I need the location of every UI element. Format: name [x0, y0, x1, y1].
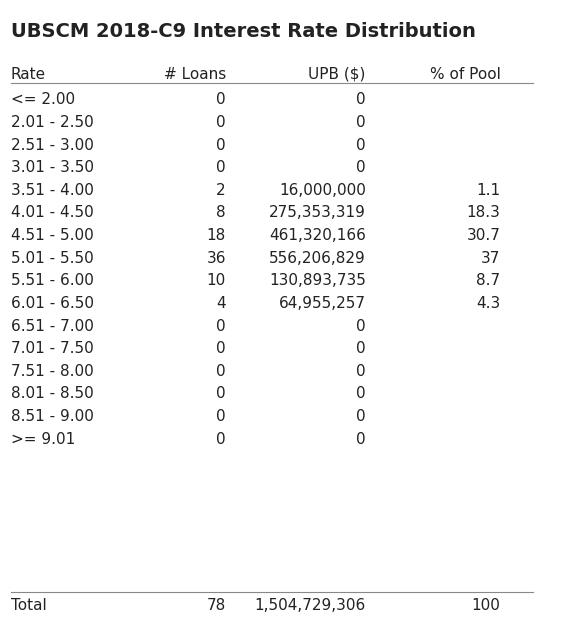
- Text: 0: 0: [356, 386, 366, 401]
- Text: 2.01 - 2.50: 2.01 - 2.50: [11, 115, 93, 130]
- Text: 0: 0: [217, 386, 226, 401]
- Text: 4: 4: [217, 296, 226, 311]
- Text: 5.01 - 5.50: 5.01 - 5.50: [11, 251, 93, 266]
- Text: 0: 0: [217, 138, 226, 153]
- Text: 0: 0: [356, 364, 366, 379]
- Text: % of Pool: % of Pool: [430, 67, 500, 82]
- Text: 37: 37: [481, 251, 500, 266]
- Text: 0: 0: [217, 432, 226, 447]
- Text: 0: 0: [356, 318, 366, 334]
- Text: 8.01 - 8.50: 8.01 - 8.50: [11, 386, 93, 401]
- Text: 36: 36: [206, 251, 226, 266]
- Text: 130,893,735: 130,893,735: [269, 273, 366, 289]
- Text: UPB ($): UPB ($): [308, 67, 366, 82]
- Text: 4.3: 4.3: [476, 296, 500, 311]
- Text: 0: 0: [217, 92, 226, 108]
- Text: 4.01 - 4.50: 4.01 - 4.50: [11, 205, 93, 220]
- Text: 64,955,257: 64,955,257: [279, 296, 366, 311]
- Text: 461,320,166: 461,320,166: [269, 228, 366, 243]
- Text: 0: 0: [356, 341, 366, 356]
- Text: <= 2.00: <= 2.00: [11, 92, 75, 108]
- Text: 2.51 - 3.00: 2.51 - 3.00: [11, 138, 93, 153]
- Text: Total: Total: [11, 598, 47, 613]
- Text: 10: 10: [207, 273, 226, 289]
- Text: 78: 78: [207, 598, 226, 613]
- Text: 0: 0: [217, 409, 226, 424]
- Text: 0: 0: [356, 115, 366, 130]
- Text: UBSCM 2018-C9 Interest Rate Distribution: UBSCM 2018-C9 Interest Rate Distribution: [11, 22, 475, 41]
- Text: 4.51 - 5.00: 4.51 - 5.00: [11, 228, 93, 243]
- Text: 1,504,729,306: 1,504,729,306: [255, 598, 366, 613]
- Text: 2: 2: [217, 183, 226, 198]
- Text: 556,206,829: 556,206,829: [269, 251, 366, 266]
- Text: 0: 0: [356, 161, 366, 175]
- Text: 275,353,319: 275,353,319: [269, 205, 366, 220]
- Text: # Loans: # Loans: [164, 67, 226, 82]
- Text: 7.01 - 7.50: 7.01 - 7.50: [11, 341, 93, 356]
- Text: 0: 0: [356, 432, 366, 447]
- Text: 8.7: 8.7: [477, 273, 500, 289]
- Text: >= 9.01: >= 9.01: [11, 432, 75, 447]
- Text: 30.7: 30.7: [466, 228, 500, 243]
- Text: 0: 0: [217, 364, 226, 379]
- Text: 0: 0: [356, 138, 366, 153]
- Text: 16,000,000: 16,000,000: [279, 183, 366, 198]
- Text: 1.1: 1.1: [477, 183, 500, 198]
- Text: 8: 8: [217, 205, 226, 220]
- Text: 0: 0: [217, 115, 226, 130]
- Text: 7.51 - 8.00: 7.51 - 8.00: [11, 364, 93, 379]
- Text: 0: 0: [217, 341, 226, 356]
- Text: 8.51 - 9.00: 8.51 - 9.00: [11, 409, 93, 424]
- Text: 0: 0: [356, 92, 366, 108]
- Text: 0: 0: [217, 318, 226, 334]
- Text: 0: 0: [356, 409, 366, 424]
- Text: 3.01 - 3.50: 3.01 - 3.50: [11, 161, 93, 175]
- Text: 6.01 - 6.50: 6.01 - 6.50: [11, 296, 93, 311]
- Text: 3.51 - 4.00: 3.51 - 4.00: [11, 183, 93, 198]
- Text: 18: 18: [207, 228, 226, 243]
- Text: 6.51 - 7.00: 6.51 - 7.00: [11, 318, 93, 334]
- Text: 100: 100: [471, 598, 500, 613]
- Text: 18.3: 18.3: [466, 205, 500, 220]
- Text: 5.51 - 6.00: 5.51 - 6.00: [11, 273, 93, 289]
- Text: Rate: Rate: [11, 67, 46, 82]
- Text: 0: 0: [217, 161, 226, 175]
